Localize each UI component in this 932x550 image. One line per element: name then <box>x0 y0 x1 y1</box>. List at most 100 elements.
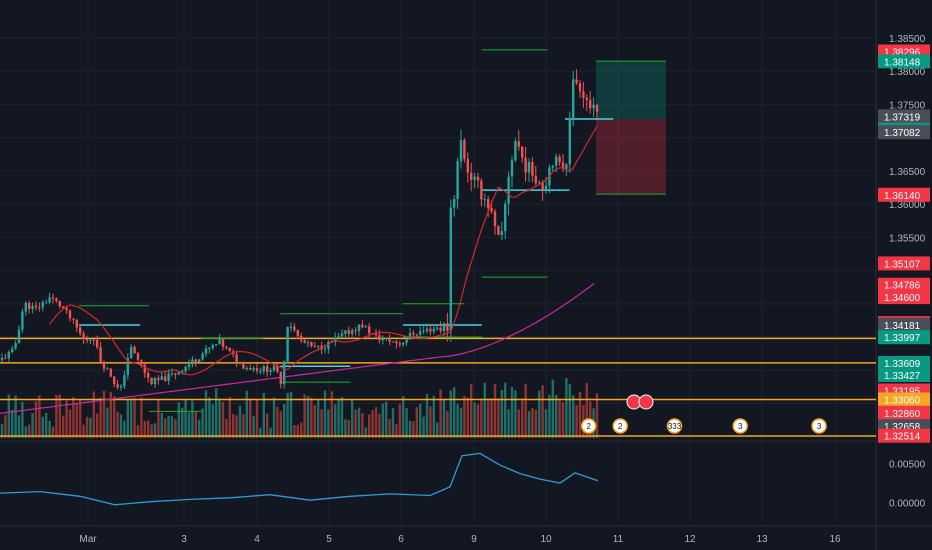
candle <box>364 324 367 328</box>
candle <box>534 165 537 187</box>
candle <box>514 137 517 163</box>
candle <box>344 330 347 339</box>
volume-bar <box>436 422 439 438</box>
volume-bar <box>255 399 259 438</box>
volume-bar <box>7 394 10 438</box>
candle-body <box>347 330 350 334</box>
candle-body <box>541 182 544 190</box>
candle <box>405 336 408 346</box>
candle-body <box>303 340 306 343</box>
candle-body <box>215 344 218 346</box>
volume-bar <box>140 397 143 438</box>
candle <box>500 221 503 240</box>
candle-body <box>385 337 388 339</box>
price-tag-label: 1.35107 <box>884 259 921 270</box>
volume-bar <box>412 421 415 438</box>
candle <box>221 338 225 351</box>
candle-body <box>483 199 486 201</box>
price-tag-box <box>878 187 930 202</box>
candle-body <box>476 176 480 181</box>
volume-bar <box>439 389 442 438</box>
candle-body <box>425 328 429 331</box>
volume-bar <box>92 391 95 438</box>
candle-body <box>174 373 177 375</box>
candle <box>82 330 85 344</box>
volume-bar <box>286 392 289 438</box>
volume-bar <box>119 414 123 438</box>
candle-body <box>466 158 469 173</box>
volume-bar <box>510 386 514 438</box>
candle <box>79 323 82 336</box>
oscillator-line <box>0 452 599 506</box>
candle-body <box>204 348 208 354</box>
candle-body <box>119 386 123 388</box>
candle-body <box>136 353 140 361</box>
candle-body <box>160 376 163 380</box>
volume-bar <box>575 405 578 438</box>
candle <box>531 157 534 182</box>
candle-body <box>167 373 170 381</box>
candle-body <box>106 368 109 370</box>
candle-body <box>391 341 395 343</box>
volume-bar <box>174 419 177 438</box>
volume-bar <box>422 416 425 438</box>
time-tick-label: 10 <box>540 534 552 545</box>
volume-bar <box>218 398 221 438</box>
candle <box>184 365 187 375</box>
candle <box>340 329 344 339</box>
volume-bar <box>466 397 469 438</box>
candle <box>463 137 466 163</box>
candle <box>551 164 554 172</box>
candle-body <box>415 334 418 336</box>
candle-body <box>255 368 259 372</box>
event-circle <box>580 418 597 434</box>
volume-bar <box>24 426 27 438</box>
candle-body <box>228 347 231 352</box>
candle <box>116 379 119 390</box>
price-tag-label: 1.33060 <box>884 395 921 406</box>
candle-body <box>592 104 595 109</box>
volume-bar <box>157 399 160 438</box>
candle <box>538 180 541 184</box>
volume-bar <box>456 403 459 438</box>
candle <box>585 94 588 112</box>
candle <box>436 324 439 331</box>
price-tag-box <box>878 428 930 443</box>
volume-bar <box>378 413 381 438</box>
volume-bar <box>34 401 38 438</box>
moving-averages <box>0 126 598 414</box>
volume-bar <box>89 417 92 438</box>
volume-bar <box>395 424 398 438</box>
candle-body <box>419 331 422 335</box>
event-marker: 2 <box>612 418 628 434</box>
candle-body <box>283 361 286 384</box>
candle <box>153 376 157 388</box>
volume-bar <box>490 398 493 438</box>
price-tag-box <box>878 405 930 420</box>
time-tick-label: Mar <box>79 534 97 545</box>
candle <box>89 337 92 345</box>
candle <box>589 91 592 114</box>
candle-body <box>521 146 524 158</box>
candle <box>225 345 228 350</box>
candle-body <box>514 141 517 161</box>
volume-bar <box>45 412 48 438</box>
candle-body <box>150 377 153 385</box>
volume-bar <box>449 390 452 438</box>
volume-bar <box>293 424 296 438</box>
event-marker: 3 <box>732 418 748 434</box>
volume-bar <box>14 395 17 438</box>
stop-loss-zone <box>596 118 666 195</box>
volume-bar <box>242 414 245 438</box>
volume-bar <box>565 378 568 438</box>
volume-bar <box>517 409 520 438</box>
price-tag-label: 1.32514 <box>884 432 921 443</box>
candle <box>561 154 565 173</box>
volume-bar <box>109 391 112 438</box>
candle <box>174 372 177 380</box>
candle <box>109 368 112 378</box>
time-axis[interactable]: Mar 3 4 5 6 9 10 11 12 13 16 <box>79 534 841 545</box>
candle-body <box>238 361 242 363</box>
